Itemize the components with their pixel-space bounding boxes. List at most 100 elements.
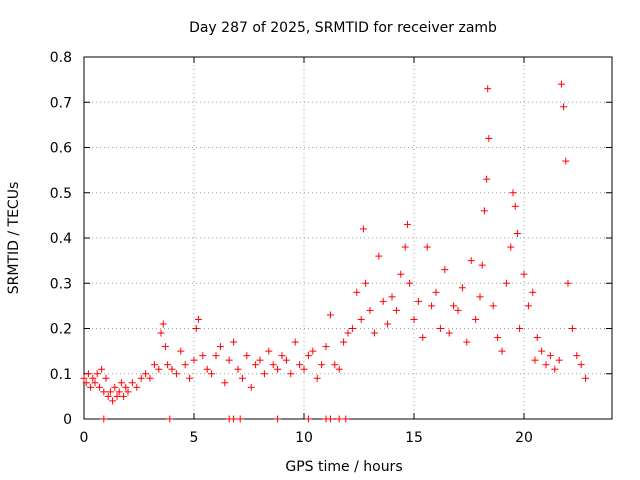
data-point [511, 202, 519, 210]
data-point [564, 279, 572, 287]
data-point [161, 343, 169, 351]
data-point [194, 315, 202, 323]
data-point [80, 374, 88, 382]
data-point [216, 343, 224, 351]
data-point [436, 325, 444, 332]
y-tick-label: 0.4 [50, 231, 72, 247]
data-point [476, 293, 484, 301]
data-point [450, 302, 458, 310]
data-point [300, 365, 308, 373]
data-point [344, 329, 352, 337]
data-point [106, 388, 114, 396]
data-point [120, 392, 128, 400]
data-point [357, 315, 365, 323]
data-point [531, 356, 539, 364]
data-point [542, 361, 550, 369]
x-tick-label: 20 [515, 430, 533, 446]
data-point [441, 266, 449, 274]
data-point [146, 374, 154, 382]
data-point [260, 370, 268, 378]
data-point [392, 306, 400, 314]
data-point [480, 207, 488, 215]
data-point [335, 365, 343, 373]
data-point [322, 343, 330, 351]
data-point [212, 352, 220, 360]
data-point [335, 415, 343, 423]
data-point [555, 356, 563, 364]
data-point [502, 279, 510, 287]
data-point [538, 347, 546, 355]
data-point [483, 175, 491, 183]
data-point [122, 383, 130, 391]
data-point [428, 302, 436, 310]
data-point [551, 365, 559, 373]
data-point [87, 383, 95, 391]
x-axis-label: GPS time / hours [285, 459, 402, 475]
data-point [230, 415, 238, 423]
data-point [533, 334, 541, 342]
data-point [157, 329, 165, 337]
data-point [520, 270, 528, 278]
data-point [282, 356, 290, 364]
data-point [472, 315, 480, 323]
data-point [414, 297, 422, 305]
data-point [265, 347, 273, 355]
data-points [80, 80, 590, 423]
data-point [168, 365, 176, 373]
chart-title: Day 287 of 2025, SRMTID for receiver zam… [189, 20, 497, 36]
data-point [296, 361, 304, 369]
data-point [524, 302, 532, 310]
data-point [342, 415, 350, 423]
data-point [274, 365, 282, 373]
data-point [397, 270, 405, 278]
data-point [164, 361, 172, 369]
data-point [82, 379, 90, 387]
data-point [203, 365, 211, 373]
data-point [546, 352, 554, 360]
data-point [91, 379, 99, 387]
data-point [340, 338, 348, 346]
data-point [454, 306, 462, 314]
data-point [406, 279, 414, 287]
data-point [419, 334, 427, 342]
data-point [484, 85, 492, 93]
data-point [166, 415, 174, 423]
data-point [326, 311, 334, 319]
data-point [247, 383, 255, 391]
data-point [370, 329, 378, 337]
data-point [304, 352, 312, 360]
data-point [577, 361, 585, 369]
grid-lines [84, 57, 612, 419]
data-point [113, 392, 121, 400]
data-point [150, 361, 158, 369]
data-point [494, 334, 502, 342]
y-tick-label: 0.2 [50, 322, 72, 338]
data-point [313, 374, 321, 382]
data-point [498, 347, 506, 355]
data-point [190, 356, 198, 364]
data-point [348, 325, 356, 332]
data-point [234, 365, 242, 373]
data-point [186, 374, 194, 382]
data-point [100, 388, 108, 396]
data-point [359, 225, 367, 233]
data-point [89, 374, 97, 382]
data-point [467, 257, 475, 265]
data-point [100, 415, 108, 423]
data-point [172, 370, 180, 378]
data-point [128, 379, 136, 387]
y-tick-label: 0.5 [50, 186, 72, 202]
data-point [560, 103, 568, 111]
data-point [95, 383, 103, 391]
data-point [557, 80, 565, 88]
data-point [137, 374, 145, 382]
data-point [192, 325, 200, 332]
y-tick-label: 0 [63, 412, 72, 428]
data-point [84, 370, 92, 378]
x-tick-label: 10 [295, 430, 313, 446]
data-point [124, 388, 132, 396]
data-point [445, 329, 453, 337]
data-point [509, 189, 517, 197]
data-point [274, 415, 282, 423]
